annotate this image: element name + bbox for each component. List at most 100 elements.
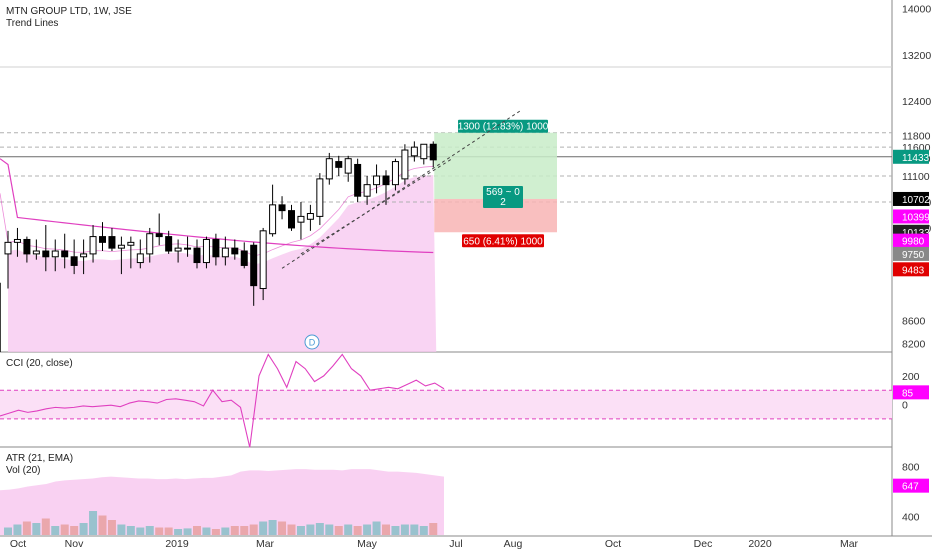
volume-bar bbox=[117, 524, 126, 535]
time-tick-label: Mar bbox=[840, 538, 859, 550]
volume-bar bbox=[278, 521, 287, 535]
loss-tag-bg bbox=[462, 234, 544, 248]
candle-body bbox=[401, 149, 409, 180]
candle-body bbox=[117, 244, 125, 249]
cci-band bbox=[0, 390, 892, 419]
volume-bar bbox=[363, 524, 372, 535]
price-badge-bg bbox=[893, 233, 929, 248]
atr-tick-label: 800 bbox=[902, 462, 920, 474]
candle-body bbox=[269, 204, 277, 235]
chart-title: MTN GROUP LTD, 1W, JSE bbox=[6, 6, 132, 17]
candle-body bbox=[13, 238, 21, 243]
dividend-marker-label: D bbox=[309, 338, 316, 348]
atr-volume-pane[interactable] bbox=[0, 469, 444, 535]
time-tick-label: Aug bbox=[504, 538, 523, 550]
cci-badge-label: 85 bbox=[902, 388, 914, 399]
time-tick-label: Jul bbox=[449, 538, 462, 550]
volume-bar bbox=[89, 511, 98, 535]
loss-tag-label: 650 (6.41%) 1000 bbox=[463, 236, 543, 247]
candle-body bbox=[32, 250, 40, 255]
volume-bar bbox=[230, 526, 239, 535]
candle-body bbox=[354, 163, 362, 197]
volume-bar bbox=[315, 523, 324, 535]
candle-body bbox=[51, 250, 59, 258]
volume-bar bbox=[306, 524, 315, 535]
candle-body bbox=[61, 250, 69, 258]
price-tick-label: 8600 bbox=[902, 315, 926, 327]
candle-body bbox=[297, 215, 305, 223]
price-badge-bg bbox=[893, 209, 929, 224]
cci-badge-bg bbox=[893, 385, 929, 400]
profit-tag-bg bbox=[458, 119, 548, 133]
dividend-marker-icon[interactable] bbox=[304, 334, 320, 350]
volume-bar bbox=[41, 518, 50, 535]
time-tick-label: Mar bbox=[256, 538, 275, 550]
candle-body bbox=[382, 175, 390, 186]
volume-bar bbox=[22, 521, 31, 535]
volume-bar bbox=[344, 524, 353, 535]
candle-body bbox=[429, 143, 437, 161]
candle-body bbox=[184, 247, 192, 250]
time-tick-label: Nov bbox=[65, 538, 84, 550]
vol-legend: Vol (20) bbox=[6, 465, 40, 476]
candle-body bbox=[99, 236, 106, 243]
volume-bar bbox=[400, 524, 409, 535]
volume-bar bbox=[107, 520, 116, 535]
cci-tick-label: 200 bbox=[902, 371, 920, 383]
volume-bar bbox=[136, 527, 145, 535]
atr-area bbox=[0, 469, 444, 535]
atr-badge-label: 647 bbox=[902, 482, 919, 493]
atr-legend: ATR (21, EMA) bbox=[6, 453, 73, 464]
volume-bar bbox=[249, 524, 258, 535]
candle-body bbox=[278, 204, 286, 212]
price-tick-label: 14000 bbox=[902, 4, 931, 16]
volume-bar bbox=[155, 527, 164, 535]
time-tick-label: Dec bbox=[694, 538, 713, 550]
candle-body bbox=[212, 238, 220, 258]
volume-bar bbox=[164, 527, 173, 535]
price-axis[interactable]: 1400013200124001180011600114001110010650… bbox=[893, 4, 931, 524]
time-axis[interactable]: Oct Nov 2019 Mar May Jul Aug Oct Dec 2020 Mar bbox=[10, 538, 859, 550]
volume-bar bbox=[183, 528, 192, 535]
candle-body bbox=[231, 247, 239, 255]
candle-body bbox=[4, 241, 12, 255]
price-badge-label: 9980 bbox=[902, 237, 925, 248]
cci-legend: CCI (20, close) bbox=[6, 358, 73, 369]
candle-body bbox=[420, 143, 428, 160]
price-badge-bg bbox=[893, 246, 929, 261]
volume-bar bbox=[221, 527, 230, 535]
price-badge-bg bbox=[893, 262, 929, 277]
price-pane[interactable]: 1300 (12.83%) 1000 650 (6.41%) 1000 569 ~ … bbox=[0, 66, 892, 352]
cci-tick-label: 0 bbox=[902, 400, 908, 412]
volume-bar bbox=[296, 526, 305, 535]
volume-bar bbox=[145, 526, 154, 535]
candle-body bbox=[108, 236, 116, 249]
time-tick-label: 2020 bbox=[748, 538, 772, 550]
volume-bar bbox=[70, 526, 79, 535]
time-tick-label: 2019 bbox=[165, 538, 189, 550]
risk-reward-label-2: 2 bbox=[500, 197, 506, 208]
volume-bar bbox=[51, 526, 60, 535]
candle-body bbox=[288, 210, 295, 229]
candle-body bbox=[70, 256, 78, 266]
candle-body bbox=[165, 236, 173, 252]
time-tick-label: Oct bbox=[605, 538, 621, 550]
volume-bar bbox=[353, 526, 362, 535]
volume-bar bbox=[419, 526, 428, 535]
price-tick-label: 13200 bbox=[902, 50, 931, 62]
volume-bar bbox=[325, 524, 334, 535]
volume-bar bbox=[60, 524, 69, 535]
price-tick-label: 11100 bbox=[902, 171, 930, 183]
volume-bar bbox=[211, 529, 220, 535]
profit-tag-label: 1300 (12.83%) 1000 bbox=[458, 122, 549, 133]
candle-body bbox=[250, 244, 258, 287]
volume-bar bbox=[268, 520, 277, 535]
volume-bar bbox=[126, 526, 135, 535]
ma-band-area bbox=[8, 174, 437, 352]
cci-pane[interactable] bbox=[0, 353, 892, 448]
volume-bar bbox=[79, 523, 88, 535]
volume-bar bbox=[4, 527, 12, 535]
price-badge-label: 9483 bbox=[902, 265, 925, 276]
atr-tick-label: 400 bbox=[902, 511, 920, 523]
candle-body bbox=[410, 146, 418, 157]
